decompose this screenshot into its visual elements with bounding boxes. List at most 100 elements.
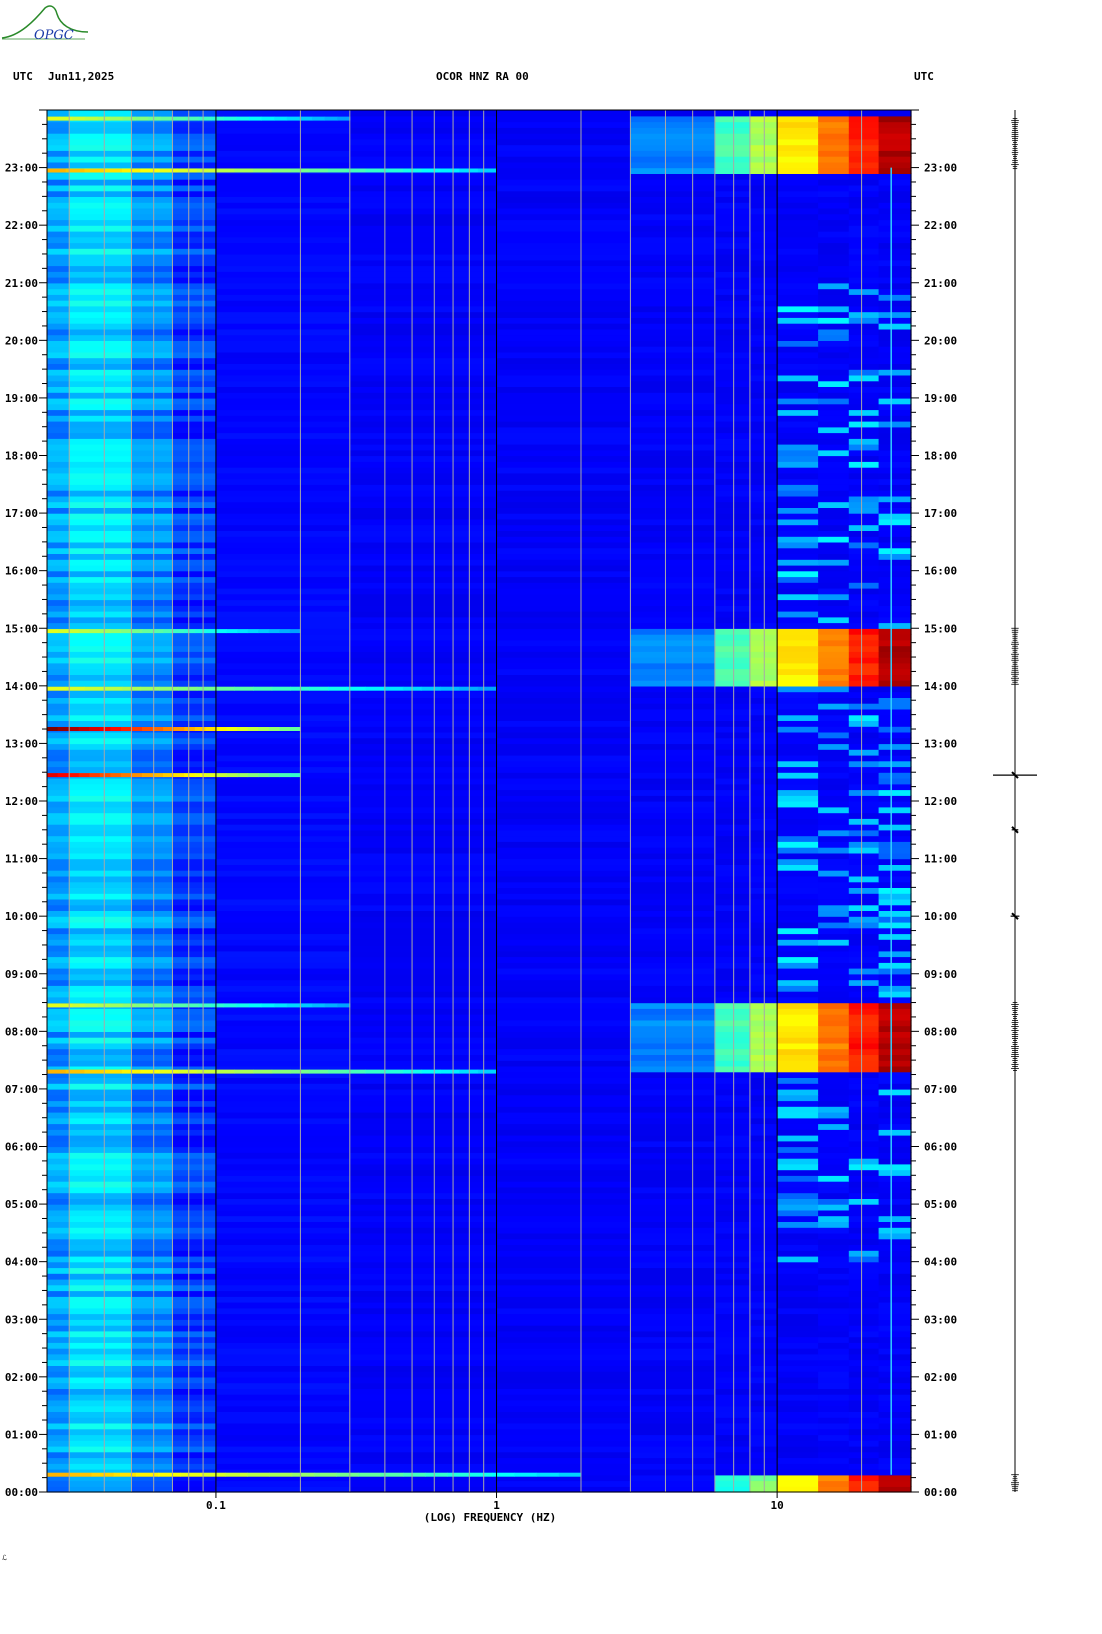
heatmap-cell [777, 910, 819, 917]
heatmap-cell [131, 409, 174, 416]
heatmap-cell [69, 467, 132, 474]
heatmap-cell [69, 985, 132, 992]
heatmap-cell [172, 219, 217, 226]
x-axis-label: (LOG) FREQUENCY (HZ) [424, 1511, 556, 1524]
heatmap-cell [777, 587, 819, 595]
heatmap-cell [131, 1112, 174, 1119]
heatmap-cell [47, 1238, 70, 1245]
heatmap-cell [47, 328, 70, 336]
heatmap-cell [714, 1434, 751, 1441]
heatmap-cell [69, 1088, 132, 1096]
heatmap-cell [714, 1054, 751, 1061]
heatmap-cell [777, 582, 819, 589]
heatmap-cell [47, 789, 70, 796]
event-band [258, 629, 270, 634]
heatmap-cell [848, 1440, 880, 1447]
heatmap-cell [172, 254, 217, 261]
heatmap-cell [69, 778, 132, 785]
heatmap-cell [215, 622, 351, 629]
heatmap-cell [848, 1365, 880, 1372]
heatmap-cell [777, 432, 819, 439]
heatmap-cell [349, 576, 498, 583]
heatmap-cell [777, 1158, 819, 1165]
heatmap-cell [215, 357, 351, 364]
heatmap-cell [349, 1353, 498, 1361]
heatmap-cell [818, 156, 850, 163]
heatmap-cell [878, 403, 912, 411]
heatmap-cell [848, 870, 880, 877]
heatmap-cell [496, 1232, 631, 1240]
heatmap-cell [131, 438, 174, 445]
heatmap-cell [630, 184, 716, 192]
heatmap-cell [714, 403, 751, 411]
event-band [447, 1472, 471, 1477]
heatmap-cell [69, 847, 132, 854]
heatmap-cell [818, 536, 850, 543]
event-band [65, 168, 85, 173]
heatmap-cell [349, 455, 498, 462]
heatmap-cell [848, 1065, 880, 1073]
heatmap-cell [47, 501, 70, 508]
heatmap-cell [47, 403, 70, 411]
heatmap-cell [818, 726, 850, 733]
heatmap-cell [131, 507, 174, 514]
heatmap-cell [848, 1480, 880, 1487]
heatmap-cell [714, 1158, 751, 1165]
heatmap-cell [878, 1313, 912, 1320]
heatmap-cell [714, 1077, 751, 1084]
heatmap-cell [714, 1002, 751, 1009]
heatmap-cell [777, 870, 819, 877]
heatmap-cell [848, 616, 880, 624]
heatmap-cell [69, 1399, 132, 1407]
heatmap-cell [47, 1192, 70, 1199]
heatmap-cell [848, 1014, 880, 1021]
heatmap-cell [630, 904, 716, 911]
heatmap-cell [630, 1071, 716, 1078]
heatmap-cell [630, 110, 716, 117]
heatmap-cell [777, 893, 819, 900]
event-band [258, 727, 270, 731]
heatmap-cell [496, 1227, 631, 1234]
heatmap-cell [172, 1106, 217, 1113]
heatmap-cell [818, 662, 850, 670]
heatmap-cell [215, 1129, 351, 1136]
heatmap-cell [215, 323, 351, 330]
heatmap-cell [215, 945, 351, 952]
heatmap-cell [714, 495, 751, 503]
heatmap-cell [131, 1428, 174, 1436]
heatmap-cell [777, 956, 819, 963]
heatmap-cell [630, 334, 716, 341]
heatmap-cell [630, 1255, 716, 1263]
heatmap-cell [630, 1094, 716, 1102]
heatmap-cell [777, 1319, 819, 1326]
heatmap-cell [496, 156, 631, 163]
y-tick-label-left: 05:00 [5, 1198, 38, 1211]
heatmap-cell [47, 587, 70, 595]
event-band [159, 686, 179, 691]
heatmap-cell [172, 1365, 217, 1372]
event-band [173, 629, 185, 634]
heatmap-cell [215, 1140, 351, 1148]
heatmap-cell [47, 634, 70, 641]
heatmap-cell [131, 547, 174, 554]
heatmap-cell [714, 1025, 751, 1032]
heatmap-cell [714, 1169, 751, 1176]
heatmap-cell [47, 1290, 70, 1297]
heatmap-cell [349, 490, 498, 497]
event-band [159, 1069, 179, 1074]
heatmap-cell [496, 432, 631, 439]
heatmap-cell [714, 1278, 751, 1286]
heatmap-cell [47, 1480, 70, 1487]
heatmap-cell [69, 536, 132, 543]
event-band [384, 168, 404, 173]
heatmap-cell [47, 1405, 70, 1412]
heatmap-cell [172, 1135, 217, 1142]
heatmap-cell [496, 628, 631, 635]
heatmap-cell [349, 634, 498, 641]
heatmap-cell [630, 1325, 716, 1332]
heatmap-cell [69, 639, 132, 647]
heatmap-cell [215, 328, 351, 336]
event-band [152, 773, 164, 778]
heatmap-cell [172, 323, 217, 330]
heatmap-cell [848, 518, 880, 526]
